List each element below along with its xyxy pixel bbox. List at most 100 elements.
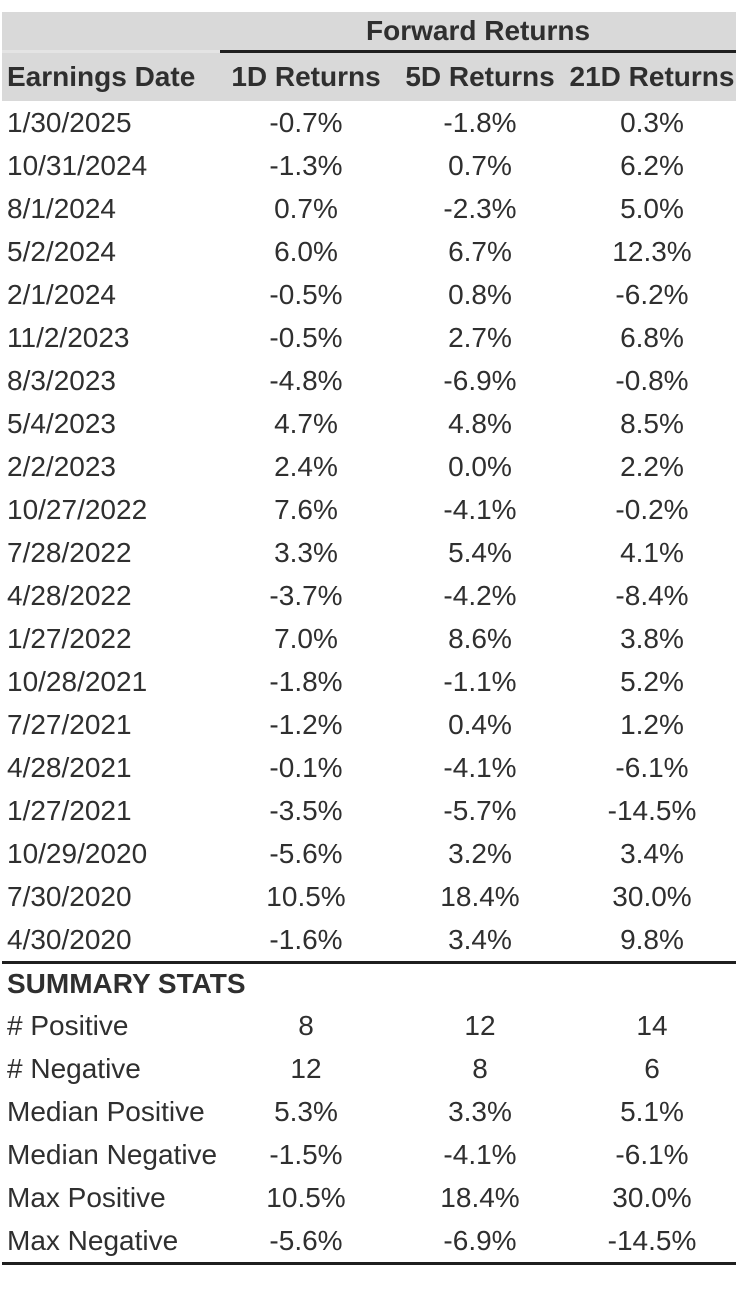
value-cell: -6.2%	[615, 278, 689, 310]
value-cell: 7.0%	[274, 622, 338, 654]
value-cell: -1.3%	[269, 149, 343, 181]
value-cell: -3.5%	[269, 794, 343, 826]
earnings-date-cell: 4/30/2020	[7, 923, 132, 955]
summary-row: Median Negative -1.5% -4.1% -6.1%	[2, 1133, 736, 1176]
table-bottom-rule	[2, 1262, 736, 1265]
value-cell: 1.2%	[620, 708, 684, 740]
value-cell: -0.7%	[269, 106, 343, 138]
earnings-date-cell: 7/28/2022	[7, 536, 132, 568]
summary-row: Max Positive 10.5% 18.4% 30.0%	[2, 1176, 736, 1219]
earnings-date-cell: 7/27/2021	[7, 708, 132, 740]
value-cell: 7.6%	[274, 493, 338, 525]
value-cell: -1.2%	[269, 708, 343, 740]
value-cell: -2.3%	[443, 192, 517, 224]
value-cell: 12	[464, 1009, 496, 1041]
value-cell: 4.1%	[620, 536, 684, 568]
value-cell: -6.9%	[443, 1224, 517, 1256]
value-cell: -1.1%	[443, 665, 517, 697]
value-cell: 5.3%	[274, 1095, 338, 1127]
earnings-date-cell: 10/31/2024	[7, 149, 148, 181]
value-cell: 30.0%	[612, 880, 692, 912]
stat-label-cell: # Negative	[7, 1052, 141, 1084]
value-cell: 10.5%	[266, 1181, 346, 1213]
value-cell: -4.8%	[269, 364, 343, 396]
value-cell: -4.2%	[443, 579, 517, 611]
value-cell: -0.5%	[269, 278, 343, 310]
value-cell: -1.6%	[269, 923, 343, 955]
value-cell: 5.2%	[620, 665, 684, 697]
earnings-date-cell: 1/27/2021	[7, 794, 132, 826]
value-cell: -5.6%	[269, 1224, 343, 1256]
value-cell: -0.1%	[269, 751, 343, 783]
value-cell: -14.5%	[607, 1224, 697, 1256]
value-cell: 4.8%	[448, 407, 512, 439]
table-row: 8/3/2023 -4.8% -6.9% -0.8%	[2, 359, 736, 402]
value-cell: 0.7%	[448, 149, 512, 181]
forward-returns-group-header: Forward Returns	[220, 12, 736, 53]
value-cell: 30.0%	[612, 1181, 692, 1213]
stat-label-cell: # Positive	[7, 1009, 129, 1041]
value-cell: 6.8%	[620, 321, 684, 353]
column-header-1d-returns: 1D Returns	[231, 61, 381, 92]
earnings-date-cell: 10/28/2021	[7, 665, 148, 697]
value-cell: 5.1%	[620, 1095, 684, 1127]
value-cell: 3.3%	[274, 536, 338, 568]
table-column-header-row: Earnings Date 1D Returns 5D Returns 21D …	[2, 53, 736, 101]
value-cell: 4.7%	[274, 407, 338, 439]
table-row: 1/27/2022 7.0% 8.6% 3.8%	[2, 617, 736, 660]
value-cell: 18.4%	[440, 1181, 520, 1213]
value-cell: -0.2%	[615, 493, 689, 525]
stat-label-cell: Max Positive	[7, 1181, 166, 1213]
value-cell: 3.8%	[620, 622, 684, 654]
summary-row: Median Positive 5.3% 3.3% 5.1%	[2, 1090, 736, 1133]
earnings-date-cell: 4/28/2022	[7, 579, 132, 611]
stat-label-cell: Max Negative	[7, 1224, 179, 1256]
value-cell: 8.6%	[448, 622, 512, 654]
summary-row: Max Negative -5.6% -6.9% -14.5%	[2, 1219, 736, 1262]
value-cell: 0.0%	[448, 450, 512, 482]
earnings-date-cell: 10/29/2020	[7, 837, 148, 869]
value-cell: -1.8%	[269, 665, 343, 697]
summary-row: # Negative 12 8 6	[2, 1047, 736, 1090]
summary-rows: # Positive 8 12 14 # Negative 12 8 6 Median Posi…	[2, 1004, 736, 1262]
earnings-date-cell: 1/27/2022	[7, 622, 132, 654]
earnings-date-cell: 2/2/2023	[7, 450, 116, 482]
earnings-date-cell: 8/3/2023	[7, 364, 116, 396]
summary-stats-header-row: SUMMARY STATS	[2, 961, 736, 1004]
earnings-date-cell: 5/2/2024	[7, 235, 116, 267]
table-row: 11/2/2023 -0.5% 2.7% 6.8%	[2, 316, 736, 359]
value-cell: -0.8%	[615, 364, 689, 396]
value-cell: 12.3%	[612, 235, 692, 267]
earnings-rows: 1/30/2025 -0.7% -1.8% 0.3% 10/31/2024 -1.3% 0.…	[2, 101, 736, 961]
value-cell: -3.7%	[269, 579, 343, 611]
value-cell: 3.4%	[620, 837, 684, 869]
column-header-21d-returns: 21D Returns	[569, 61, 735, 92]
value-cell: 3.4%	[448, 923, 512, 955]
value-cell: 6	[644, 1052, 660, 1084]
earnings-date-cell: 7/30/2020	[7, 880, 132, 912]
earnings-date-cell: 11/2/2023	[7, 321, 130, 353]
table-row: 10/27/2022 7.6% -4.1% -0.2%	[2, 488, 736, 531]
value-cell: 6.7%	[448, 235, 512, 267]
value-cell: 2.7%	[448, 321, 512, 353]
value-cell: 6.0%	[274, 235, 338, 267]
value-cell: -8.4%	[615, 579, 689, 611]
value-cell: 14	[636, 1009, 668, 1041]
value-cell: -4.1%	[443, 751, 517, 783]
table-row: 1/30/2025 -0.7% -1.8% 0.3%	[2, 101, 736, 144]
value-cell: 2.2%	[620, 450, 684, 482]
value-cell: -14.5%	[607, 794, 697, 826]
stat-label-cell: Median Negative	[7, 1138, 218, 1170]
value-cell: 2.4%	[274, 450, 338, 482]
value-cell: 8	[298, 1009, 314, 1041]
value-cell: 0.7%	[274, 192, 338, 224]
earnings-date-cell: 4/28/2021	[7, 751, 132, 783]
value-cell: -6.9%	[443, 364, 517, 396]
value-cell: -6.1%	[615, 1138, 689, 1170]
table-row: 7/30/2020 10.5% 18.4% 30.0%	[2, 875, 736, 918]
value-cell: 0.4%	[448, 708, 512, 740]
value-cell: 8.5%	[620, 407, 684, 439]
column-header-earnings-date: Earnings Date	[7, 61, 196, 92]
table-row: 8/1/2024 0.7% -2.3% 5.0%	[2, 187, 736, 230]
table-row: 4/30/2020 -1.6% 3.4% 9.8%	[2, 918, 736, 961]
